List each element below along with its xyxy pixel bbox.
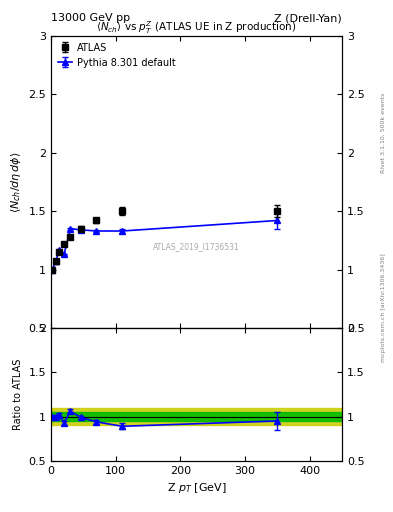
Bar	[51, 412, 342, 421]
Title: $\langle N_{ch}\rangle$ vs $p_T^Z$ (ATLAS UE in Z production): $\langle N_{ch}\rangle$ vs $p_T^Z$ (ATLA…	[96, 19, 297, 36]
X-axis label: Z $p_T$ [GeV]: Z $p_T$ [GeV]	[167, 481, 226, 495]
Text: mcplots.cern.ch [arXiv:1306.3436]: mcplots.cern.ch [arXiv:1306.3436]	[381, 253, 386, 361]
Y-axis label: $\langle N_{ch}/d\eta\, d\phi\rangle$: $\langle N_{ch}/d\eta\, d\phi\rangle$	[9, 151, 23, 212]
Text: ATLAS_2019_I1736531: ATLAS_2019_I1736531	[153, 242, 240, 251]
Text: Rivet 3.1.10, 500k events: Rivet 3.1.10, 500k events	[381, 93, 386, 173]
Bar	[51, 408, 342, 425]
Legend: ATLAS, Pythia 8.301 default: ATLAS, Pythia 8.301 default	[56, 40, 178, 70]
Text: 13000 GeV pp: 13000 GeV pp	[51, 13, 130, 23]
Text: Z (Drell-Yan): Z (Drell-Yan)	[274, 13, 342, 23]
Y-axis label: Ratio to ATLAS: Ratio to ATLAS	[13, 359, 23, 430]
